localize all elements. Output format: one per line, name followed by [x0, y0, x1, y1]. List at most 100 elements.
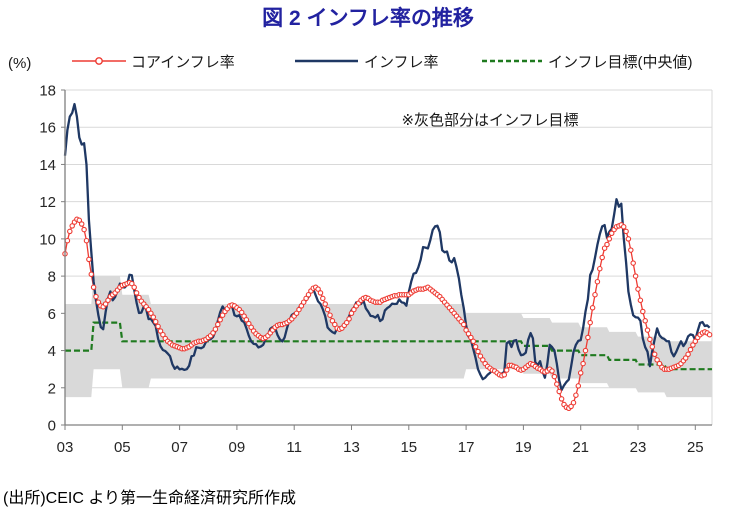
core-marker: [649, 344, 656, 350]
core-marker: [217, 317, 223, 323]
core-marker: [136, 294, 142, 301]
core-marker: [317, 290, 324, 296]
x-tick-label: 15: [400, 439, 417, 456]
core-marker: [324, 306, 331, 313]
y-tick-label: 2: [48, 380, 56, 397]
core-marker: [625, 236, 632, 242]
core-marker: [594, 278, 601, 285]
y-tick-label: 6: [48, 306, 56, 323]
y-tick-label: 10: [39, 231, 56, 248]
core-marker: [293, 310, 300, 317]
legend: コアインフレ率 インフレ率 インフレ目標(中央値): [72, 54, 693, 71]
target-median-line: [65, 321, 712, 371]
core-marker: [465, 331, 472, 337]
core-marker: [212, 326, 219, 332]
core-marker: [329, 318, 336, 324]
core-marker: [637, 297, 644, 304]
core-marker: [90, 284, 97, 291]
core-marker: [642, 318, 648, 324]
x-tick-label: 07: [171, 439, 188, 456]
core-marker: [623, 228, 629, 235]
core-marker: [592, 291, 598, 298]
core-marker: [155, 323, 161, 330]
core-marker: [647, 336, 653, 343]
y-tick-label: 18: [39, 83, 56, 100]
core-marker: [148, 310, 154, 317]
x-tick-label: 17: [458, 439, 475, 456]
core-marker: [160, 331, 166, 338]
core-marker: [620, 224, 627, 230]
core-marker: [243, 317, 250, 323]
source-note: (出所)CEIC より第一生命経済研究所作成: [3, 489, 296, 507]
core-marker: [238, 309, 245, 316]
core-marker: [628, 247, 634, 253]
core-marker: [577, 370, 584, 376]
core-marker: [320, 295, 326, 302]
core-marker: [343, 319, 350, 326]
core-marker: [351, 306, 357, 313]
core-marker: [575, 383, 582, 389]
core-marker: [296, 306, 302, 313]
core-marker: [133, 290, 140, 296]
y-tick-label: 0: [48, 418, 56, 435]
core-marker: [585, 334, 591, 341]
x-tick-label: 13: [343, 439, 360, 456]
core-marker: [246, 320, 252, 327]
core-marker: [69, 223, 75, 229]
x-tick-label: 25: [687, 439, 704, 456]
core-marker: [549, 368, 555, 374]
core-marker: [93, 293, 99, 300]
core-marker: [150, 314, 157, 320]
core-marker: [587, 319, 593, 326]
core-marker: [480, 357, 486, 363]
x-tick-label: 11: [286, 439, 302, 456]
x-tick-label: 09: [229, 439, 246, 456]
core-marker: [651, 351, 658, 358]
y-tick-label: 4: [48, 343, 56, 360]
core-marker: [601, 245, 608, 251]
core-marker: [152, 318, 159, 325]
legend-item-core: コアインフレ率: [72, 54, 235, 71]
core-marker: [322, 301, 328, 307]
core-marker: [210, 330, 216, 336]
core-marker: [635, 286, 641, 292]
core-marker: [477, 353, 484, 359]
core-marker: [580, 360, 586, 367]
core-marker: [315, 286, 321, 292]
core-marker: [589, 305, 596, 311]
core-marker: [346, 316, 352, 322]
core-marker: [460, 321, 467, 328]
core-marker: [67, 228, 73, 235]
x-tick-label: 21: [572, 439, 589, 456]
core-inflation-markers: [62, 216, 713, 412]
y-tick-label: 16: [39, 120, 56, 137]
core-marker: [606, 236, 613, 242]
x-tick-label: 23: [630, 439, 647, 456]
core-marker: [129, 280, 135, 287]
core-marker: [105, 297, 111, 304]
core-marker: [551, 373, 558, 380]
core-marker: [558, 396, 565, 402]
core-marker: [654, 357, 660, 363]
core-marker: [656, 360, 663, 367]
core-marker: [501, 372, 508, 378]
core-marker: [692, 338, 699, 345]
core-marker: [468, 334, 474, 341]
core-marker: [305, 291, 312, 298]
core-marker: [682, 355, 689, 361]
headline-inflation-line: [63, 102, 711, 392]
core-marker: [556, 388, 562, 395]
core-marker: [300, 299, 307, 305]
core-marker: [570, 399, 577, 406]
legend-item-headline: インフレ率: [295, 54, 439, 71]
core-marker: [327, 312, 333, 318]
core-marker: [470, 338, 477, 345]
core-marker: [157, 328, 164, 334]
core-marker: [573, 392, 579, 398]
core-marker: [597, 265, 603, 272]
core-marker-sample-icon: [95, 57, 103, 65]
core-marker: [690, 342, 696, 348]
axes: 0 2 4 6 8 10 12 14 16 18 03 05 07 09 11 13 15 17 19 21 23 25: [39, 83, 712, 456]
core-marker: [81, 226, 87, 233]
